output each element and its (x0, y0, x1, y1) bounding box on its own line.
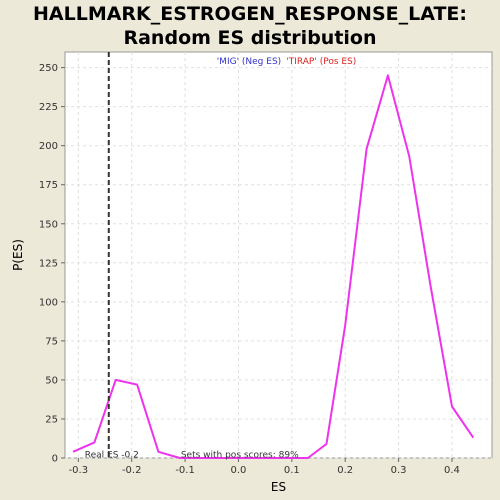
y-tick-label: 150 (39, 219, 58, 230)
y-tick-label: 50 (45, 375, 58, 386)
x-axis: -0.3 -0.2 -0.1 0.0 0.1 0.2 0.3 0.4 (69, 458, 460, 476)
x-tick-label: -0.3 (69, 465, 89, 476)
real-es-label: Real ES -0.2 (85, 451, 139, 461)
legend-pos: 'TIRAP' (Pos ES) (286, 57, 356, 67)
x-tick-label: -0.2 (122, 465, 142, 476)
y-tick-label: 125 (39, 258, 58, 269)
y-tick-label: 0 (52, 454, 58, 465)
x-tick-label: 0.3 (391, 465, 407, 476)
x-tick-label: 0.2 (337, 465, 353, 476)
pos-scores-label: Sets with pos scores: 89% (181, 451, 299, 461)
y-tick-label: 225 (39, 102, 58, 113)
legend-neg: 'MIG' (Neg ES) (217, 57, 281, 67)
y-tick-label: 200 (39, 141, 58, 152)
y-tick-label: 75 (45, 336, 58, 347)
y-axis-label: P(ES) (11, 239, 25, 271)
plot-area (64, 51, 493, 459)
series-layer (72, 74, 475, 459)
x-axis-label: ES (271, 480, 286, 494)
x-tick-label: 0.4 (444, 465, 460, 476)
legend: 'MIG' (Neg ES) 'TIRAP' (Pos ES) (217, 49, 357, 68)
x-tick-label: -0.1 (175, 465, 195, 476)
y-axis: 0 25 50 75 100 125 150 175 200 225 250 (39, 63, 65, 465)
chart-title: HALLMARK_ESTROGEN_RESPONSE_LATE: Random … (33, 3, 467, 49)
grid-lines (65, 52, 492, 459)
y-tick-label: 250 (39, 63, 58, 74)
y-tick-label: 100 (39, 297, 58, 308)
x-tick-label: 0.0 (231, 465, 247, 476)
series-line (72, 74, 475, 459)
y-tick-label: 25 (45, 414, 58, 425)
x-tick-label: 0.1 (284, 465, 300, 476)
y-tick-label: 175 (39, 180, 58, 191)
